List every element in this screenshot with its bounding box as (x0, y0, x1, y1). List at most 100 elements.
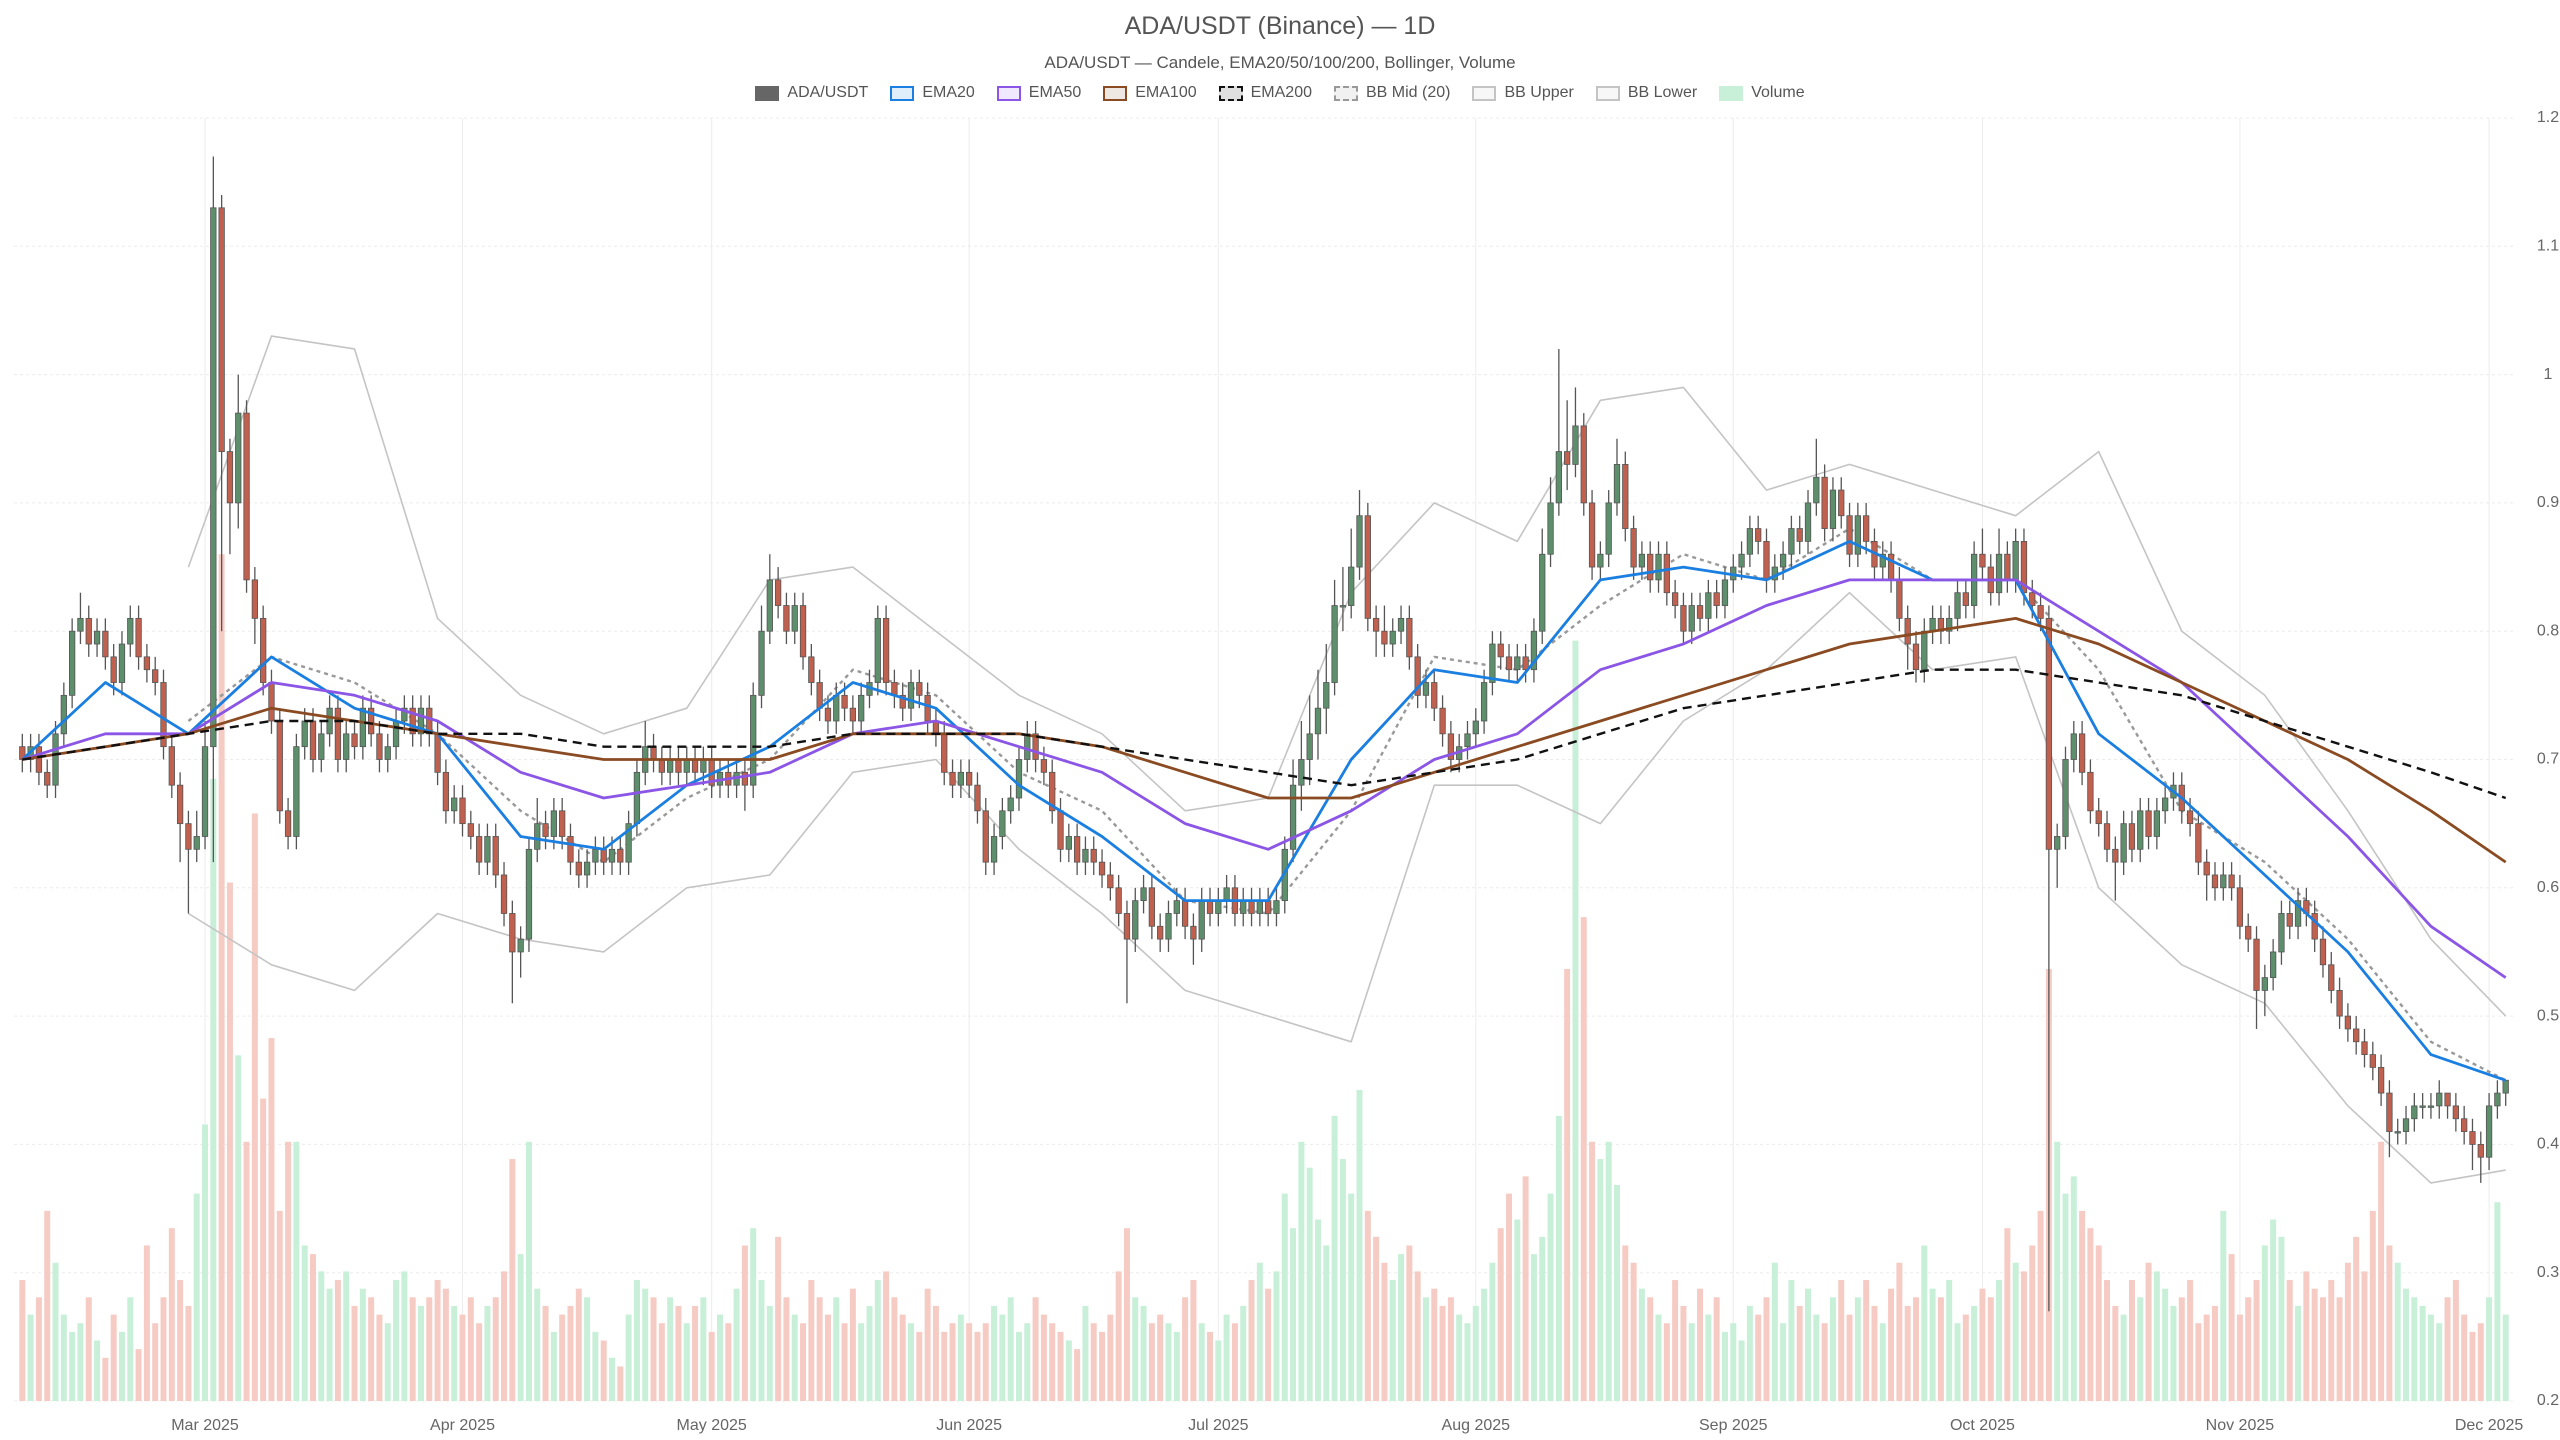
candle-body (1539, 553, 1546, 632)
candle-body (667, 759, 674, 773)
volume-bar (276, 1210, 283, 1401)
volume-bar (393, 1280, 400, 1401)
candle-body (2054, 836, 2061, 850)
candle-body (1514, 656, 1521, 671)
volume-bar (1373, 1236, 1380, 1401)
volume-bar (1888, 1288, 1895, 1401)
candle-body (2095, 810, 2102, 825)
candle-body (451, 797, 458, 812)
candle-body (293, 746, 300, 837)
candle-body (1472, 720, 1479, 735)
candle-body (2469, 1131, 2476, 1145)
volume-bar (2311, 1288, 2318, 1401)
volume-bar (1123, 1228, 1130, 1401)
candle-body (542, 823, 549, 837)
volume-bar (334, 1280, 341, 1401)
candle-body (1995, 553, 2003, 594)
volume-bar (1439, 1305, 1446, 1401)
candle-body (2236, 887, 2244, 927)
volume-bar (2203, 1314, 2210, 1401)
candle-body (1647, 553, 1654, 581)
volume-bar (2029, 1245, 2036, 1401)
legend-item[interactable]: EMA20 (890, 84, 975, 102)
candle-body (957, 771, 964, 786)
volume-bar (1962, 1314, 1969, 1401)
volume-bar (2486, 1297, 2493, 1401)
candle-body (509, 913, 516, 953)
candle-body (567, 836, 574, 863)
volume-bar (584, 1297, 591, 1401)
volume-bar (542, 1305, 549, 1401)
candle-body (60, 694, 67, 735)
candle-body (2070, 733, 2077, 760)
legend-item[interactable]: BB Lower (1595, 84, 1697, 102)
volume-bar (310, 1254, 316, 1401)
candle-body (1588, 502, 1596, 568)
candle-body (982, 810, 989, 863)
volume-bar (1173, 1331, 1180, 1401)
candle-body (2112, 848, 2119, 863)
volume-bar (1339, 1159, 1346, 1401)
volume-bar (2452, 1280, 2459, 1401)
volume-bar (1464, 1323, 1471, 1401)
candle-body (1663, 553, 1670, 594)
volume-bar (1090, 1323, 1097, 1401)
volume-bar (1821, 1323, 1828, 1401)
legend-item[interactable]: Volume (1719, 84, 1805, 102)
candle-body (916, 682, 923, 696)
x-tick-label: Jul 2025 (1188, 1417, 1249, 1434)
candle-body (1547, 502, 1554, 555)
candle-body (849, 707, 857, 722)
volume-bar (708, 1331, 715, 1401)
legend-item[interactable]: EMA200 (1218, 84, 1312, 102)
candle-body (2137, 810, 2144, 850)
volume-bar (160, 1297, 167, 1401)
candle-body (459, 797, 466, 825)
candle-body (1638, 553, 1646, 568)
candle-body (1746, 528, 1754, 555)
volume-bar (1879, 1323, 1886, 1401)
volume-bar (1331, 1115, 1338, 1401)
volume-bar (658, 1323, 665, 1401)
legend-item[interactable]: EMA50 (996, 84, 1081, 102)
volume-bar (617, 1366, 624, 1401)
volume-bar (2054, 1141, 2061, 1401)
volume-bar (1431, 1288, 1438, 1401)
candle-body (68, 630, 76, 696)
candle-body (1090, 848, 1097, 863)
legend-item[interactable]: BB Upper (1472, 84, 1574, 102)
volume-bar (1323, 1245, 1330, 1401)
legend-item[interactable]: ADA/USDT (755, 84, 868, 102)
candle-body (741, 771, 749, 786)
volume-bar (1971, 1305, 1978, 1401)
volume-bar (2461, 1314, 2468, 1401)
volume-bar (2120, 1314, 2127, 1401)
candle-body (176, 784, 184, 825)
volume-bar (1647, 1297, 1654, 1401)
legend-item[interactable]: BB Mid (20) (1334, 84, 1450, 102)
candle-body (2269, 951, 2277, 979)
candle-body (1289, 784, 1297, 850)
candle-body (1348, 566, 1355, 606)
candle-body (1846, 515, 1853, 555)
volume-bar (1165, 1323, 1172, 1401)
candle-body (2153, 810, 2160, 837)
candle-body (1655, 553, 1662, 581)
candle-body (135, 617, 142, 658)
volume-bar (808, 1280, 815, 1401)
volume-bar (2386, 1245, 2393, 1401)
candle-body (2087, 771, 2094, 812)
volume-bar (226, 882, 233, 1401)
candle-body (1331, 605, 1338, 683)
candle-body (35, 746, 43, 773)
volume-bar (766, 1305, 773, 1401)
volume-bar (891, 1297, 898, 1401)
volume-bar (550, 1331, 557, 1401)
candle-body (583, 861, 591, 876)
volume-bar (966, 1323, 973, 1401)
candle-body (44, 771, 51, 786)
volume-bar (2328, 1280, 2335, 1401)
volume-bar (1265, 1288, 1272, 1401)
legend-item[interactable]: EMA100 (1103, 84, 1197, 102)
volume-bar (1572, 640, 1579, 1401)
